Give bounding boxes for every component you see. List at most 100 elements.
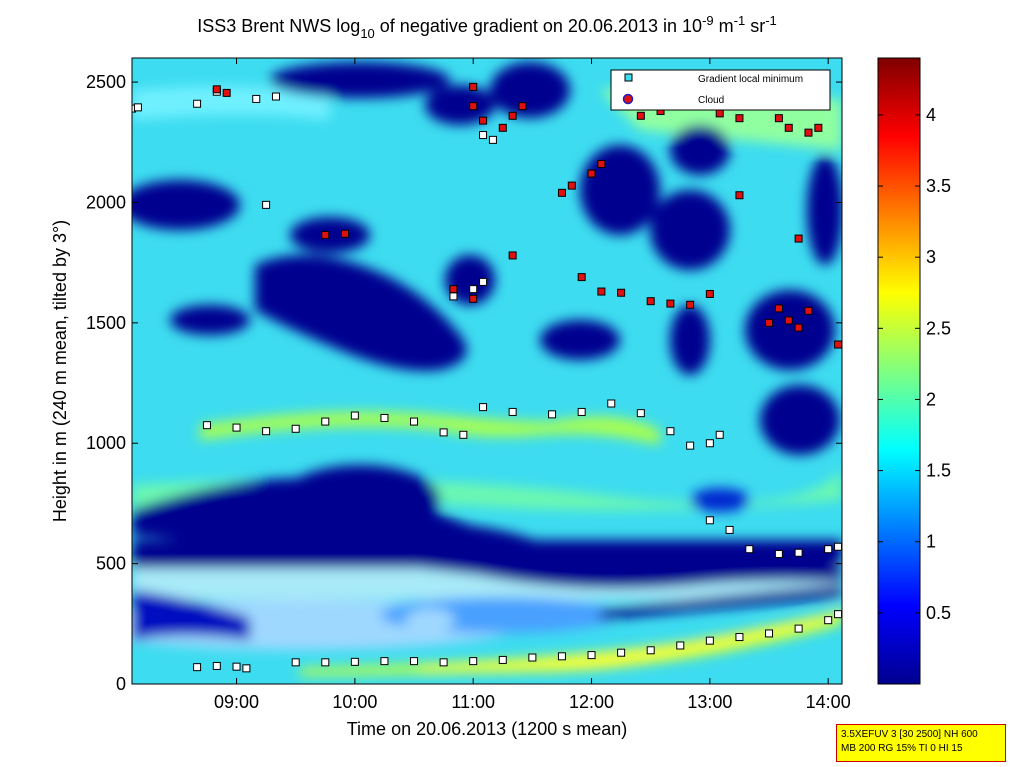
- colorbar-tick-label: 3.5: [926, 176, 951, 196]
- minimum-point: [666, 427, 675, 436]
- minimum-point: [587, 651, 596, 660]
- cloud-point: [735, 191, 744, 200]
- minimum-point: [439, 658, 448, 667]
- minimum-point: [459, 430, 468, 439]
- x-axis-label: Time on 20.06.2013 (1200 s mean): [347, 719, 628, 739]
- cloud-point: [666, 299, 675, 308]
- minimum-point: [824, 616, 833, 625]
- x-tick-label: 12:00: [569, 692, 614, 712]
- cloud-point: [469, 102, 478, 111]
- cloud-point: [597, 159, 606, 168]
- cloud-point: [479, 116, 488, 125]
- minimum-point: [705, 636, 714, 645]
- cloud-point: [508, 251, 517, 260]
- cloud-point: [577, 273, 586, 282]
- cloud-point: [587, 169, 596, 178]
- minimum-point: [794, 548, 803, 557]
- cloud-point: [794, 234, 803, 243]
- y-tick-label: 0: [116, 674, 126, 694]
- minimum-point: [133, 103, 142, 112]
- minimum-point: [479, 403, 488, 412]
- cloud-point: [834, 340, 842, 349]
- minimum-point: [725, 525, 734, 534]
- cloud-point: [784, 123, 793, 132]
- cloud-point: [804, 306, 813, 315]
- series-cloud: [212, 82, 842, 349]
- colorbar-tick-label: 0.5: [926, 603, 951, 623]
- settings-info-box: 3.5XEFUV 3 [30 2500] NH 600 MB 200 RG 15…: [836, 724, 1006, 762]
- chart-title: ISS3 Brent NWS log10 of negative gradien…: [197, 13, 777, 41]
- cloud-point: [567, 181, 576, 190]
- cloud-point: [735, 114, 744, 123]
- minimum-point: [202, 421, 211, 430]
- minimum-point: [380, 657, 389, 666]
- y-tick-label: 1500: [86, 313, 126, 333]
- colorbar-tick-label: 2: [926, 389, 936, 409]
- cloud-point: [774, 114, 783, 123]
- minimum-point: [291, 658, 300, 667]
- cloud-point: [469, 82, 478, 91]
- settings-line-2: MB 200 RG 15% TI 0 HI 15: [841, 743, 963, 754]
- minimum-point: [321, 417, 330, 426]
- minimum-point: [577, 407, 586, 416]
- series-gradient-local-minimum: [132, 87, 842, 673]
- cloud-point: [469, 294, 478, 303]
- y-tick-label: 500: [96, 554, 126, 574]
- settings-line-1: 3.5XEFUV 3 [30 2500] NH 600: [841, 729, 978, 740]
- minimum-point: [252, 94, 261, 103]
- minimum-point: [686, 441, 695, 450]
- minimum-point: [410, 417, 419, 426]
- minimum-point: [271, 92, 280, 101]
- cloud-point: [597, 287, 606, 296]
- cloud-point: [636, 111, 645, 120]
- minimum-point: [646, 646, 655, 655]
- minimum-point: [262, 427, 271, 436]
- cloud-point: [508, 111, 517, 120]
- cloud-point: [498, 123, 507, 132]
- minimum-point: [557, 652, 566, 661]
- minimum-point: [765, 629, 774, 638]
- cloud-point: [617, 288, 626, 297]
- cloud-point: [518, 102, 527, 111]
- cloud-point: [557, 188, 566, 197]
- legend-label-minimum: Gradient local minimum: [698, 74, 803, 85]
- minimum-point: [735, 633, 744, 642]
- minimum-point: [636, 409, 645, 418]
- y-tick-label: 2500: [86, 72, 126, 92]
- minimum-point: [715, 430, 724, 439]
- cloud-point: [222, 88, 231, 97]
- legend-marker-minimum: [624, 73, 633, 82]
- colorbar: 0.5 1 1.5 2 2.5 3 3.5 4: [877, 57, 951, 685]
- cloud-point: [715, 109, 724, 118]
- cloud-point: [212, 85, 221, 94]
- cloud-point: [705, 289, 714, 298]
- y-axis-label: Height in m (240 m mean, tilted by 3°): [50, 220, 70, 522]
- colorbar-tick-label: 1: [926, 532, 936, 552]
- minimum-point: [824, 545, 833, 554]
- minimum-point: [232, 423, 241, 432]
- minimum-point: [449, 292, 458, 301]
- minimum-point: [193, 663, 202, 672]
- x-tick-label: 10:00: [332, 692, 377, 712]
- x-axis: 09:00 10:00 11:00 12:00 13:00 14:00: [214, 58, 851, 712]
- cloud-point: [449, 285, 458, 294]
- minimum-point: [242, 664, 251, 673]
- x-tick-label: 13:00: [687, 692, 732, 712]
- colorbar-tick-label: 1.5: [926, 461, 951, 481]
- cloud-point: [646, 297, 655, 306]
- minimum-point: [607, 399, 616, 408]
- cloud-point: [774, 304, 783, 313]
- minimum-point: [834, 610, 842, 619]
- minimum-point: [617, 648, 626, 657]
- legend-marker-cloud: [622, 93, 634, 105]
- minimum-point: [232, 662, 241, 671]
- minimum-point: [705, 439, 714, 448]
- legend: Gradient local minimum Cloud: [610, 69, 831, 111]
- minimum-point: [291, 424, 300, 433]
- x-tick-label: 09:00: [214, 692, 259, 712]
- minimum-point: [548, 410, 557, 419]
- cloud-point: [341, 229, 349, 238]
- minimum-point: [745, 545, 754, 554]
- cloud-point: [814, 123, 823, 132]
